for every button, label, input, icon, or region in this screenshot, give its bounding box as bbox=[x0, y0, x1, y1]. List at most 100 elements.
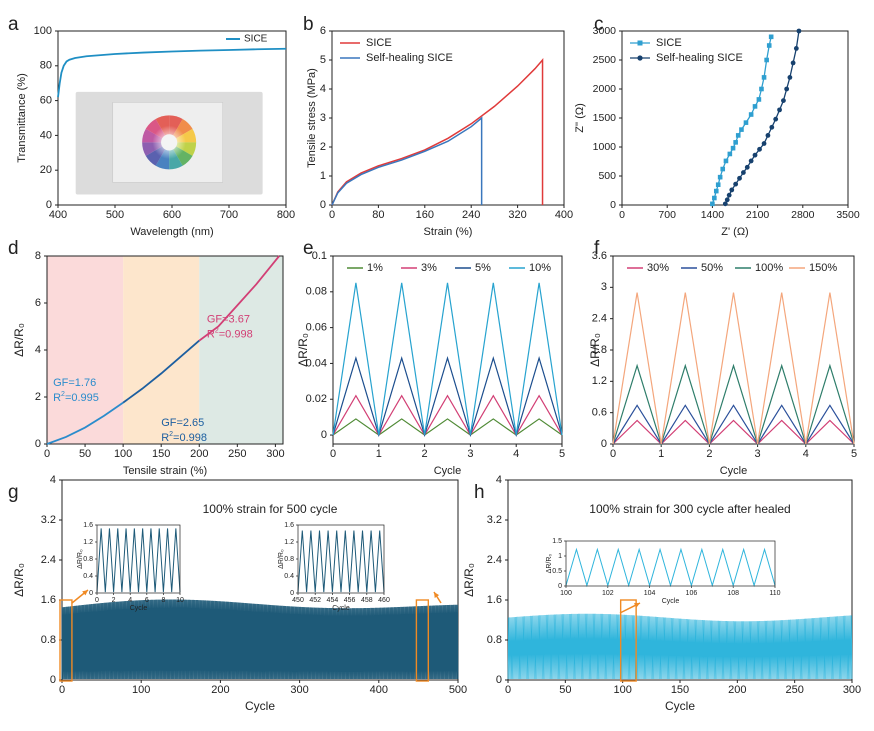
y-tick-label: 80 bbox=[40, 60, 52, 72]
gf-annotation: GF=2.65 bbox=[161, 417, 204, 429]
panel-letter-c: c bbox=[594, 14, 604, 35]
x-tick-label: 200 bbox=[728, 684, 746, 696]
panel-letter-g: g bbox=[8, 482, 19, 503]
x-tick-label: 160 bbox=[416, 209, 434, 221]
y-tick-label: 3.2 bbox=[41, 514, 56, 526]
inset-x-tick-label: 450 bbox=[292, 597, 304, 604]
data-point bbox=[740, 170, 746, 175]
data-point bbox=[723, 158, 729, 164]
x-tick-label: 4 bbox=[803, 448, 809, 460]
inset-x-axis-label: Cycle bbox=[332, 605, 350, 612]
inset-plot: 450 452 454 456 458 460 0 0.4 0.8 1.2 1.6 Cycle ΔR/R… bbox=[278, 522, 390, 612]
r2-number: 0.998 bbox=[225, 328, 253, 340]
series-line-sice bbox=[57, 47, 287, 98]
x-tick-label: 0 bbox=[329, 209, 335, 221]
y-axis-label: Tensile stress (MPa) bbox=[306, 68, 318, 168]
y-tick-label: 2 bbox=[35, 391, 41, 403]
wheel-core bbox=[161, 134, 178, 151]
inset-signal bbox=[297, 530, 385, 593]
series-line bbox=[46, 401, 124, 445]
data-point bbox=[735, 133, 741, 138]
y-axis-label: ΔR/R₀ bbox=[296, 333, 310, 367]
data-point bbox=[733, 140, 738, 145]
inset-y-tick-label: 1.5 bbox=[552, 538, 562, 545]
panel-b: 0 80 160 240 320 400 0 1 2 3 4 5 6 SICE Self-healing S… bbox=[306, 25, 573, 238]
inset-x-tick-label: 6 bbox=[145, 597, 149, 604]
legend-marker bbox=[637, 40, 643, 46]
inset-x-tick-label: 104 bbox=[644, 590, 656, 597]
inset-x-tick-label: 454 bbox=[327, 597, 339, 604]
data-point bbox=[777, 107, 782, 113]
y-tick-label: 2 bbox=[320, 141, 326, 153]
inset-plot: 100 102 104 106 108 110 0 0.5 1 1.5 Cycle ΔR/R₀ bbox=[546, 538, 781, 605]
x-tick-label: 80 bbox=[372, 209, 384, 221]
plot-frame bbox=[332, 255, 563, 445]
x-tick-label: 240 bbox=[462, 209, 480, 221]
data-point bbox=[756, 97, 762, 102]
legend-marker bbox=[637, 55, 643, 61]
data-point bbox=[737, 175, 742, 181]
y-tick-label: 1000 bbox=[593, 141, 617, 153]
legend-label: 3% bbox=[421, 262, 437, 274]
series-line bbox=[198, 255, 280, 342]
data-point bbox=[744, 164, 750, 170]
y-tick-label: 2500 bbox=[593, 54, 617, 66]
data-point bbox=[784, 86, 790, 92]
data-point bbox=[717, 174, 723, 180]
inset-y-tick-label: 1.6 bbox=[284, 522, 294, 529]
highlight-window bbox=[619, 599, 637, 682]
y-tick-label: 0.8 bbox=[487, 634, 502, 646]
strain-region bbox=[123, 256, 200, 444]
data-point bbox=[796, 28, 802, 34]
series-line bbox=[612, 404, 855, 446]
inset-x-tick-label: 458 bbox=[361, 597, 373, 604]
data-point bbox=[722, 201, 728, 207]
data-point bbox=[730, 145, 736, 151]
plot-frame bbox=[507, 479, 853, 681]
y-tick-label: 0 bbox=[320, 199, 326, 211]
series-line bbox=[332, 282, 563, 436]
y-tick-label: 4 bbox=[50, 474, 56, 486]
plot-frame bbox=[46, 255, 284, 445]
x-tick-label: 400 bbox=[555, 209, 573, 221]
legend-label: 150% bbox=[809, 262, 837, 274]
series-line bbox=[332, 418, 563, 436]
x-tick-label: 5 bbox=[559, 448, 565, 460]
callout-arrow-head bbox=[434, 592, 440, 598]
y-axis-label: Z'' (Ω) bbox=[574, 103, 586, 133]
strain-region bbox=[199, 256, 283, 444]
y-tick-label: 0.8 bbox=[41, 634, 56, 646]
x-tick-label: 5 bbox=[851, 448, 857, 460]
plot-frame bbox=[331, 30, 565, 206]
x-axis-label: Tensile strain (%) bbox=[123, 465, 207, 477]
r2-superscript: 2 bbox=[169, 431, 173, 438]
y-tick-label: 0 bbox=[46, 199, 52, 211]
x-tick-label: 3500 bbox=[836, 209, 860, 221]
inset-frame bbox=[297, 524, 385, 594]
data-point bbox=[759, 86, 764, 92]
x-tick-label: 200 bbox=[211, 684, 229, 696]
legend-label: 50% bbox=[701, 262, 723, 274]
data-point bbox=[773, 116, 779, 122]
series-line bbox=[122, 339, 200, 404]
y-tick-label: 3.2 bbox=[487, 514, 502, 526]
callout-arrow-head bbox=[82, 590, 88, 596]
x-axis-label: Cycle bbox=[720, 465, 748, 477]
legend-label: 100% bbox=[755, 262, 783, 274]
panel-a: 400 500 600 700 800 0 20 40 60 80 100 SICE Wavelengt… bbox=[16, 25, 295, 238]
inset-x-tick-label: 4 bbox=[128, 597, 132, 604]
legend-label: Self-healing SICE bbox=[656, 52, 743, 64]
x-tick-label: 3 bbox=[755, 448, 761, 460]
y-tick-label: 2.4 bbox=[592, 313, 607, 325]
plot-frame bbox=[61, 479, 459, 681]
inset-frame bbox=[96, 524, 181, 594]
y-tick-label: 1.6 bbox=[41, 594, 56, 606]
y-tick-label: 2000 bbox=[593, 83, 617, 95]
y-axis-label: ΔR/R₀ bbox=[12, 563, 26, 597]
y-tick-label: 0.1 bbox=[312, 250, 327, 262]
strain-region bbox=[47, 256, 124, 444]
data-point bbox=[766, 43, 772, 48]
y-tick-label: 0 bbox=[50, 674, 56, 686]
panel-letter-a: a bbox=[8, 14, 19, 35]
x-tick-label: 700 bbox=[220, 209, 238, 221]
